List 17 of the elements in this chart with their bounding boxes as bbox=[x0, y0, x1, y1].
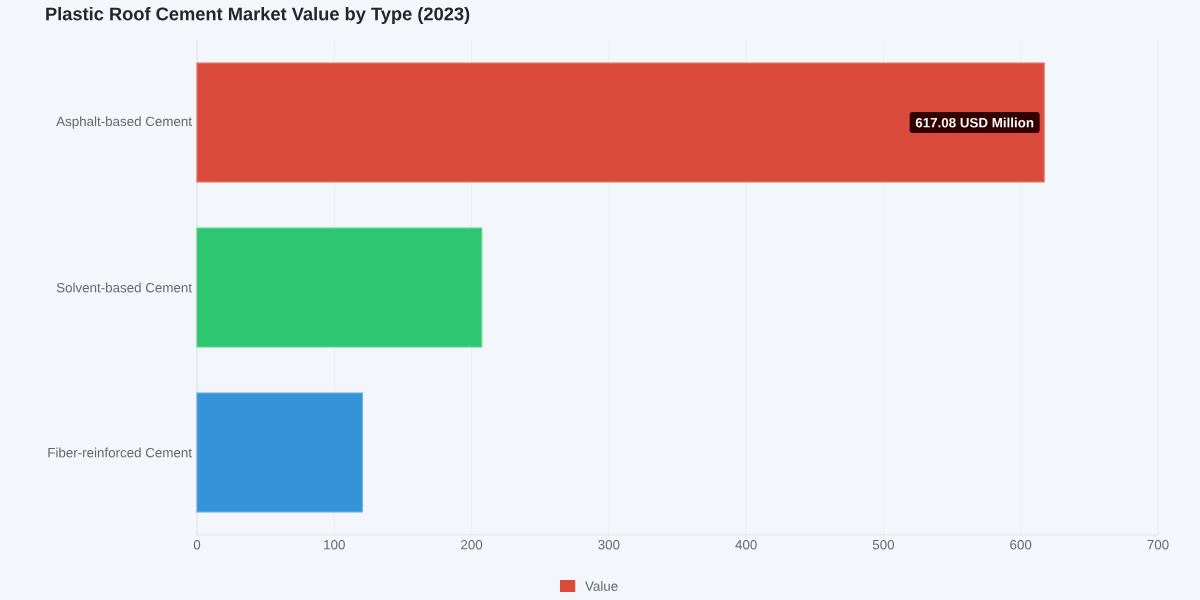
x-tick-label: 300 bbox=[598, 539, 620, 550]
x-tick-label: 0 bbox=[193, 539, 201, 550]
x-tick-label: 400 bbox=[735, 539, 757, 550]
bar bbox=[196, 62, 1045, 183]
x-tick-label: 600 bbox=[1010, 539, 1032, 550]
x-tick-label: 500 bbox=[872, 539, 895, 550]
data-label: 617.08 USD Million bbox=[915, 117, 1034, 128]
legend-label: Value bbox=[585, 581, 618, 591]
y-tick-label: Solvent-based Cement bbox=[56, 282, 192, 293]
x-tick-label: 100 bbox=[324, 539, 345, 550]
bar bbox=[196, 392, 363, 513]
y-tick-label: Fiber-reinforced Cement bbox=[48, 447, 192, 458]
bar bbox=[196, 227, 483, 348]
chart-title: Plastic Roof Cement Market Value by Type (2023) bbox=[46, 6, 470, 24]
y-tick-label: Asphalt-based Cement bbox=[56, 116, 192, 129]
x-tick-label: 700 bbox=[1147, 539, 1169, 550]
x-tick-label: 200 bbox=[461, 539, 483, 550]
